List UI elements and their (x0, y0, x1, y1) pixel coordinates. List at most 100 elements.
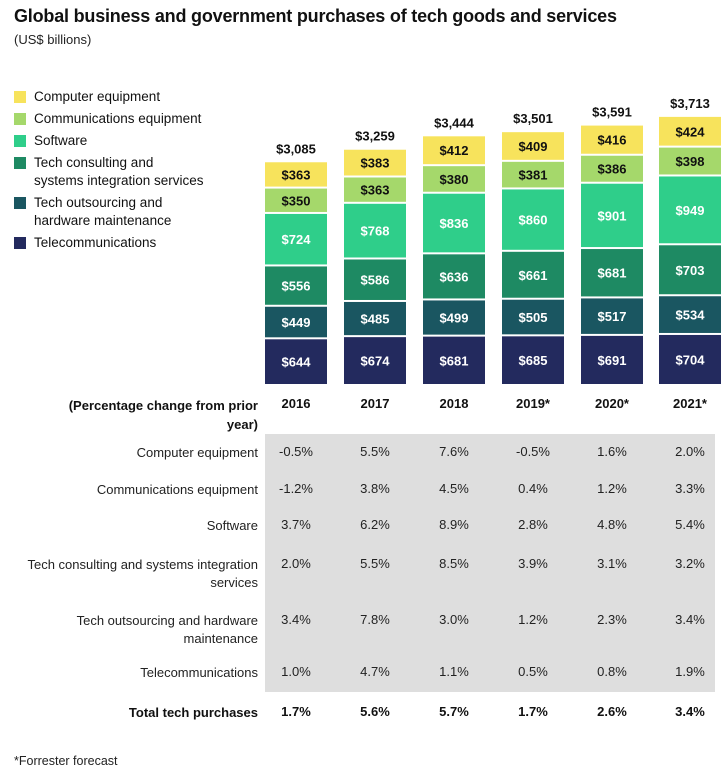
legend-swatch (14, 91, 26, 103)
bar-value-label: $449 (282, 315, 311, 330)
bar-total-label: $3,259 (355, 129, 395, 144)
bar-total-label: $3,713 (670, 96, 710, 111)
bar-segment (344, 259, 406, 300)
bar-value-label: $636 (440, 269, 469, 284)
bar-value-label: $704 (676, 352, 706, 367)
legend: Computer equipment Communications equipme… (14, 88, 264, 256)
table-cell: 0.4% (518, 481, 548, 496)
legend-label: Software (34, 133, 88, 148)
table-background (265, 434, 715, 692)
table-cell: 3.4% (281, 612, 311, 627)
table-cell: -1.2% (279, 481, 313, 496)
bar-segment (581, 183, 643, 248)
legend-label: Telecommunications (34, 235, 157, 250)
table-cell: 1.2% (597, 481, 627, 496)
table-cell: 7.6% (439, 444, 469, 459)
bar-value-label: $901 (598, 208, 627, 223)
table-cell: 1.1% (439, 664, 469, 679)
table-cell: 8.9% (439, 517, 469, 532)
table-row-label: Software (206, 518, 258, 533)
bar-value-label: $703 (676, 263, 705, 278)
table-total-label: Total tech purchases (128, 705, 258, 720)
bar-segment (265, 339, 327, 384)
table-year: 2021* (673, 396, 707, 411)
bar-value-label: $517 (598, 309, 627, 324)
table-cell: 8.5% (439, 556, 469, 571)
table-cell: 3.7% (281, 517, 311, 532)
table-cell: 7.8% (360, 612, 390, 627)
bar-value-label: $386 (598, 162, 627, 177)
bar-segment (265, 266, 327, 305)
bar-value-label: $691 (598, 353, 627, 368)
table-row-label: Tech consulting and systems integration … (27, 557, 258, 590)
bar-value-label: $534 (676, 308, 706, 323)
legend-label: Tech consulting and systems integration … (34, 155, 204, 188)
bar-value-label: $485 (361, 312, 390, 327)
table-year: 2020* (595, 396, 629, 411)
legend-label: Tech outsourcing and hardware maintenanc… (34, 195, 172, 228)
bar-value-label: $674 (361, 354, 391, 369)
legend-item: Communications equipment (14, 110, 264, 128)
bar-value-label: $363 (282, 167, 311, 182)
table-cell: 3.9% (518, 556, 548, 571)
stacked-bar-chart: $644 $449 $556 $724 $350 $363 $3,085 $674 $485 $5… (265, 96, 721, 384)
table-cell: 0.5% (518, 664, 548, 679)
legend-label: Communications equipment (34, 111, 202, 126)
bar-segment (659, 296, 721, 333)
bar-total-label: $3,501 (513, 111, 553, 126)
bar-segment (659, 147, 721, 175)
table-row-label: Telecommunications (140, 665, 258, 680)
bar-segment (659, 116, 721, 146)
table-cell: 3.2% (675, 556, 705, 571)
table-row-label: Tech outsourcing and hardware maintenanc… (76, 613, 258, 646)
bar-total-label: $3,085 (276, 141, 316, 156)
bar-value-label: $556 (282, 279, 311, 294)
bar-total-label: $3,591 (592, 105, 632, 120)
table-cell: 4.5% (439, 481, 469, 496)
bar-segment (581, 125, 643, 154)
table-cell: 1.2% (518, 612, 548, 627)
table-cell: 2.0% (675, 444, 705, 459)
bar-value-label: $724 (282, 232, 312, 247)
bar-segment (423, 336, 485, 384)
table-cell: -0.5% (516, 444, 550, 459)
chart-title: Global business and government purchases… (14, 6, 617, 26)
table-total-cell: 3.4% (675, 704, 705, 719)
bar-segment (423, 193, 485, 253)
bar-segment (423, 300, 485, 335)
legend-item: Telecommunications (14, 234, 264, 252)
legend-swatch (14, 113, 26, 125)
table-cell: 4.8% (597, 517, 627, 532)
table-cell: 1.0% (281, 664, 311, 679)
bar-value-label: $416 (598, 133, 627, 148)
bar-value-label: $768 (361, 224, 390, 239)
table-cell: 5.5% (360, 556, 390, 571)
bar-value-label: $381 (519, 168, 548, 183)
table-cell: 1.9% (675, 664, 705, 679)
bar-segment (344, 301, 406, 336)
table-total-cell: 5.6% (360, 704, 390, 719)
bar-value-label: $412 (440, 143, 469, 158)
table-cell: 5.4% (675, 517, 705, 532)
bar-value-label: $398 (676, 154, 705, 169)
bar-segment (581, 249, 643, 297)
table-cell: 2.0% (281, 556, 311, 571)
chart-subtitle: (US$ billions) (14, 32, 92, 47)
bar-segment (659, 334, 721, 384)
table-cell: 3.8% (360, 481, 390, 496)
table-header-label: (Percentage change from prior year) (68, 398, 258, 432)
bar-segment (502, 132, 564, 160)
table-row-label: Communications equipment (96, 482, 258, 497)
table-cell: 3.1% (597, 556, 627, 571)
table-row-label: Computer equipment (136, 445, 258, 460)
table-cell: -0.5% (279, 444, 313, 459)
table-cell: 4.7% (360, 664, 390, 679)
bar-segment (265, 213, 327, 265)
legend-item: Tech consulting and systems integration … (14, 154, 264, 190)
bar-segment (581, 155, 643, 182)
bar-segment (502, 299, 564, 335)
bar-value-label: $681 (598, 266, 627, 281)
table-total-cell: 1.7% (281, 704, 311, 719)
bar-segment (265, 188, 327, 212)
bar-value-label: $681 (440, 353, 469, 368)
